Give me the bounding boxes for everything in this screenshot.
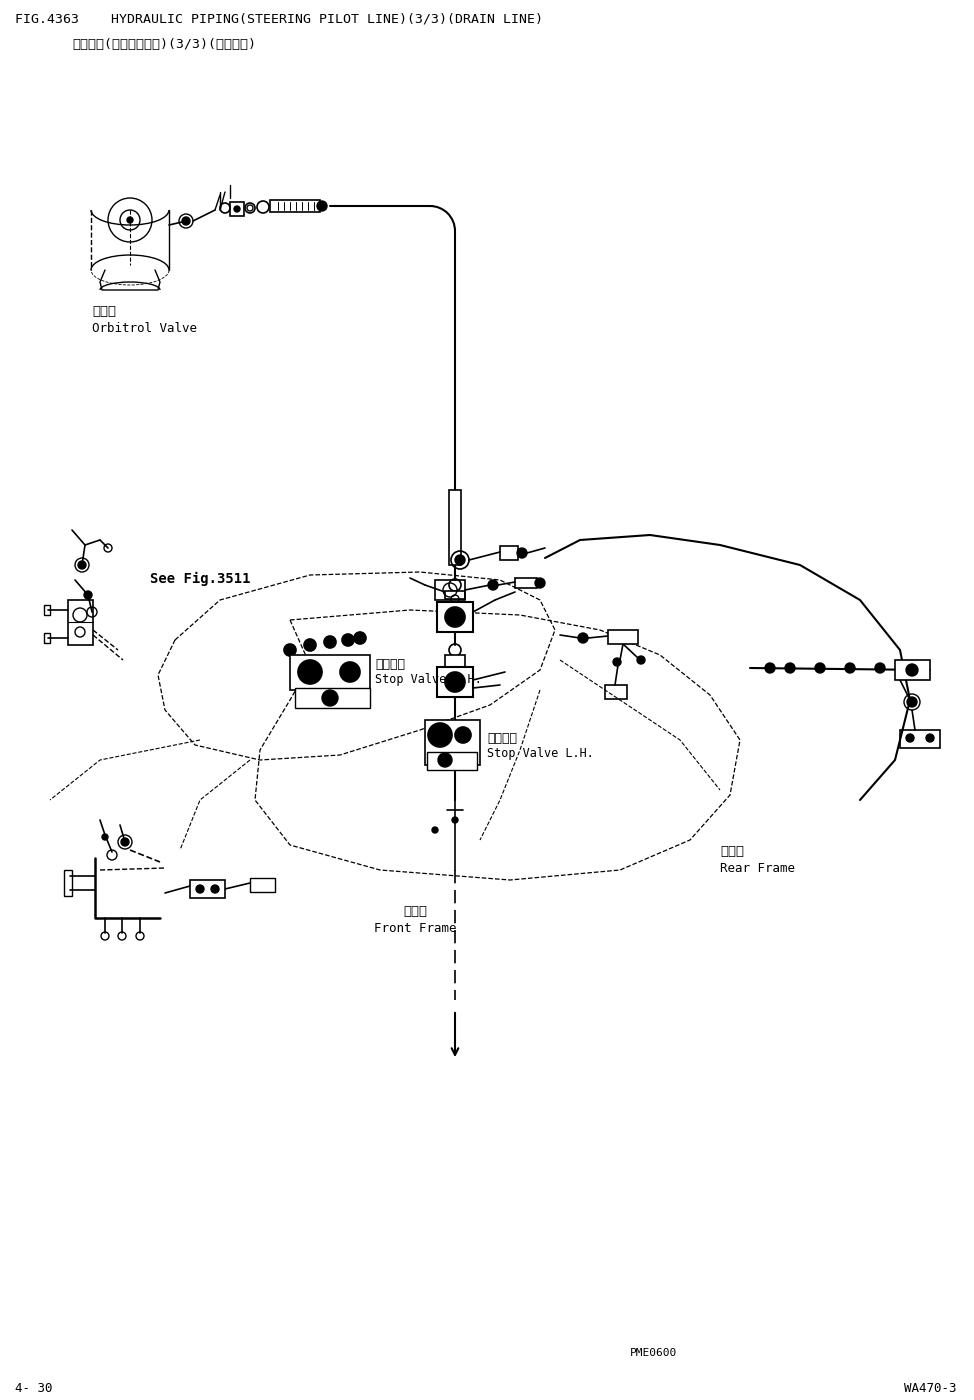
Circle shape [517,547,527,559]
Text: Front Frame: Front Frame [374,923,456,935]
Text: 4- 30: 4- 30 [15,1382,53,1394]
Bar [437,602,473,631]
Circle shape [432,827,438,833]
Bar [68,601,93,645]
Bar [44,605,50,615]
Text: Stop Valve L.H.: Stop Valve L.H. [487,748,594,760]
Circle shape [121,839,129,846]
Circle shape [535,578,545,588]
Circle shape [926,734,934,742]
Circle shape [445,608,465,627]
Text: 左止动阀: 左止动阀 [487,732,517,745]
Bar [230,202,244,216]
Circle shape [906,664,918,676]
Circle shape [317,202,327,211]
Bar [64,869,72,896]
Bar [425,720,480,764]
Bar [290,655,370,690]
Text: 油压管路(转向控制管路)(3/3)(排泤管路): 油压管路(转向控制管路)(3/3)(排泤管路) [72,38,256,50]
Circle shape [438,753,452,767]
Bar [605,685,627,699]
Circle shape [298,659,322,685]
Bar [250,878,275,892]
Bar [427,752,477,770]
Text: 转向器: 转向器 [92,305,116,318]
Text: Orbitrol Valve: Orbitrol Valve [92,322,197,335]
Bar [270,200,320,211]
Bar [295,687,370,708]
Circle shape [845,664,855,673]
Text: 前车架: 前车架 [403,904,427,918]
Circle shape [304,638,316,651]
Circle shape [182,217,190,225]
Bar [900,729,940,748]
Circle shape [211,885,219,893]
Bar [445,655,465,666]
Circle shape [815,664,825,673]
Circle shape [322,690,338,706]
Text: WA470-3: WA470-3 [904,1382,956,1394]
Bar [435,580,465,601]
Circle shape [342,634,354,645]
Bar [608,630,638,644]
Circle shape [765,664,775,673]
Circle shape [785,664,795,673]
Circle shape [452,818,458,823]
Circle shape [196,885,204,893]
Text: See Fig.3511: See Fig.3511 [150,573,250,587]
Bar [445,591,465,599]
Circle shape [102,834,108,840]
Circle shape [613,658,621,666]
Circle shape [455,727,471,743]
Circle shape [488,580,498,589]
Bar [500,546,518,560]
Text: 后车架: 后车架 [720,846,744,858]
Text: Stop Valve R.H.: Stop Valve R.H. [375,673,482,686]
Bar [515,578,537,588]
Circle shape [84,591,92,599]
Text: Rear Frame: Rear Frame [720,862,795,875]
Circle shape [907,697,917,707]
Text: PME0600: PME0600 [630,1348,677,1358]
Circle shape [234,206,240,211]
Circle shape [445,672,465,692]
Circle shape [578,633,588,643]
Bar [449,490,461,566]
Bar [437,666,473,697]
Circle shape [78,561,86,568]
Circle shape [340,662,360,682]
Circle shape [354,631,366,644]
Circle shape [455,554,465,566]
Circle shape [428,722,452,748]
Circle shape [324,636,336,648]
Text: FIG.4363    HYDRAULIC PIPING(STEERING PILOT LINE)(3/3)(DRAIN LINE): FIG.4363 HYDRAULIC PIPING(STEERING PILOT… [15,13,543,25]
Circle shape [127,217,133,223]
Bar [44,633,50,643]
Bar [190,881,225,897]
Circle shape [906,734,914,742]
Circle shape [875,664,885,673]
Circle shape [637,657,645,664]
Text: 右止动阀: 右止动阀 [375,658,405,671]
Circle shape [284,644,296,657]
Bar [895,659,930,680]
